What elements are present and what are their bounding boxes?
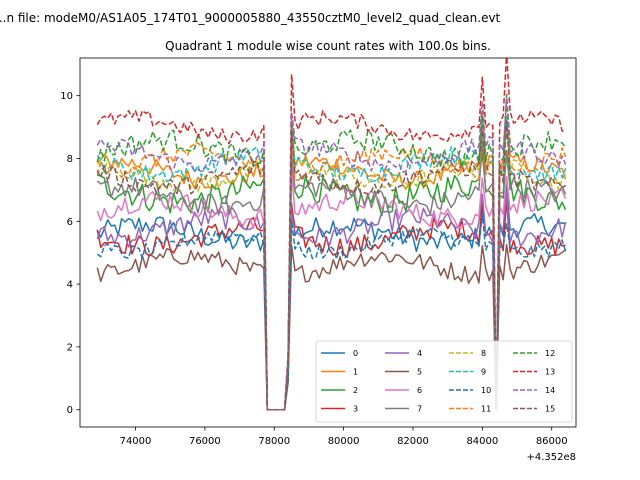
y-tick-label: 8 [67,154,73,165]
legend-label-12: 12 [545,349,555,358]
x-tick-label: 74000 [120,436,152,447]
x-tick-label: 76000 [189,436,221,447]
series-line-9 [96,110,567,411]
x-tick-label: 84000 [466,436,498,447]
legend-box [315,340,573,423]
legend-label-3: 3 [353,405,358,414]
series-line-10 [96,213,567,411]
legend-label-13: 13 [545,368,555,377]
series-line-5 [96,243,567,411]
y-tick-label: 6 [67,217,73,228]
y-tick-label: 10 [60,91,73,102]
legend-label-11: 11 [481,405,491,414]
legend-label-7: 7 [417,405,422,414]
x-tick-label: 78000 [258,436,290,447]
x-tick-label: 82000 [397,436,429,447]
legend-label-0: 0 [353,349,358,358]
legend-label-15: 15 [545,405,555,414]
legend-label-9: 9 [481,368,486,377]
series-line-6 [96,169,567,411]
series-line-4 [96,190,567,411]
series-line-1 [96,113,567,411]
legend-label-14: 14 [545,386,555,395]
axes-frame [79,57,577,428]
series-line-8 [96,117,567,411]
y-tick-label: 4 [67,280,73,291]
series-line-7 [96,139,567,411]
y-tick-label: 0 [67,405,73,416]
legend-label-4: 4 [417,349,422,358]
legend-label-1: 1 [353,368,358,377]
series-line-13 [96,58,566,411]
x-tick-label: 86000 [536,436,568,447]
chart-title: Quadrant 1 module wise count rates with … [165,39,491,53]
legend-label-8: 8 [481,349,486,358]
legend-label-2: 2 [353,386,358,395]
x-tick-label: 80000 [328,436,360,447]
series-line-14 [96,98,567,411]
series-line-12 [96,93,567,411]
figure-suptitle: ...n file: modeM0/AS1A05_174T01_90000058… [0,11,501,25]
series-line-15 [96,120,567,411]
legend-label-10: 10 [481,386,491,395]
y-tick-label: 2 [67,342,73,353]
legend-label-6: 6 [417,386,422,395]
x-offset-text: +4.352e8 [526,452,576,463]
legend-label-5: 5 [417,368,422,377]
